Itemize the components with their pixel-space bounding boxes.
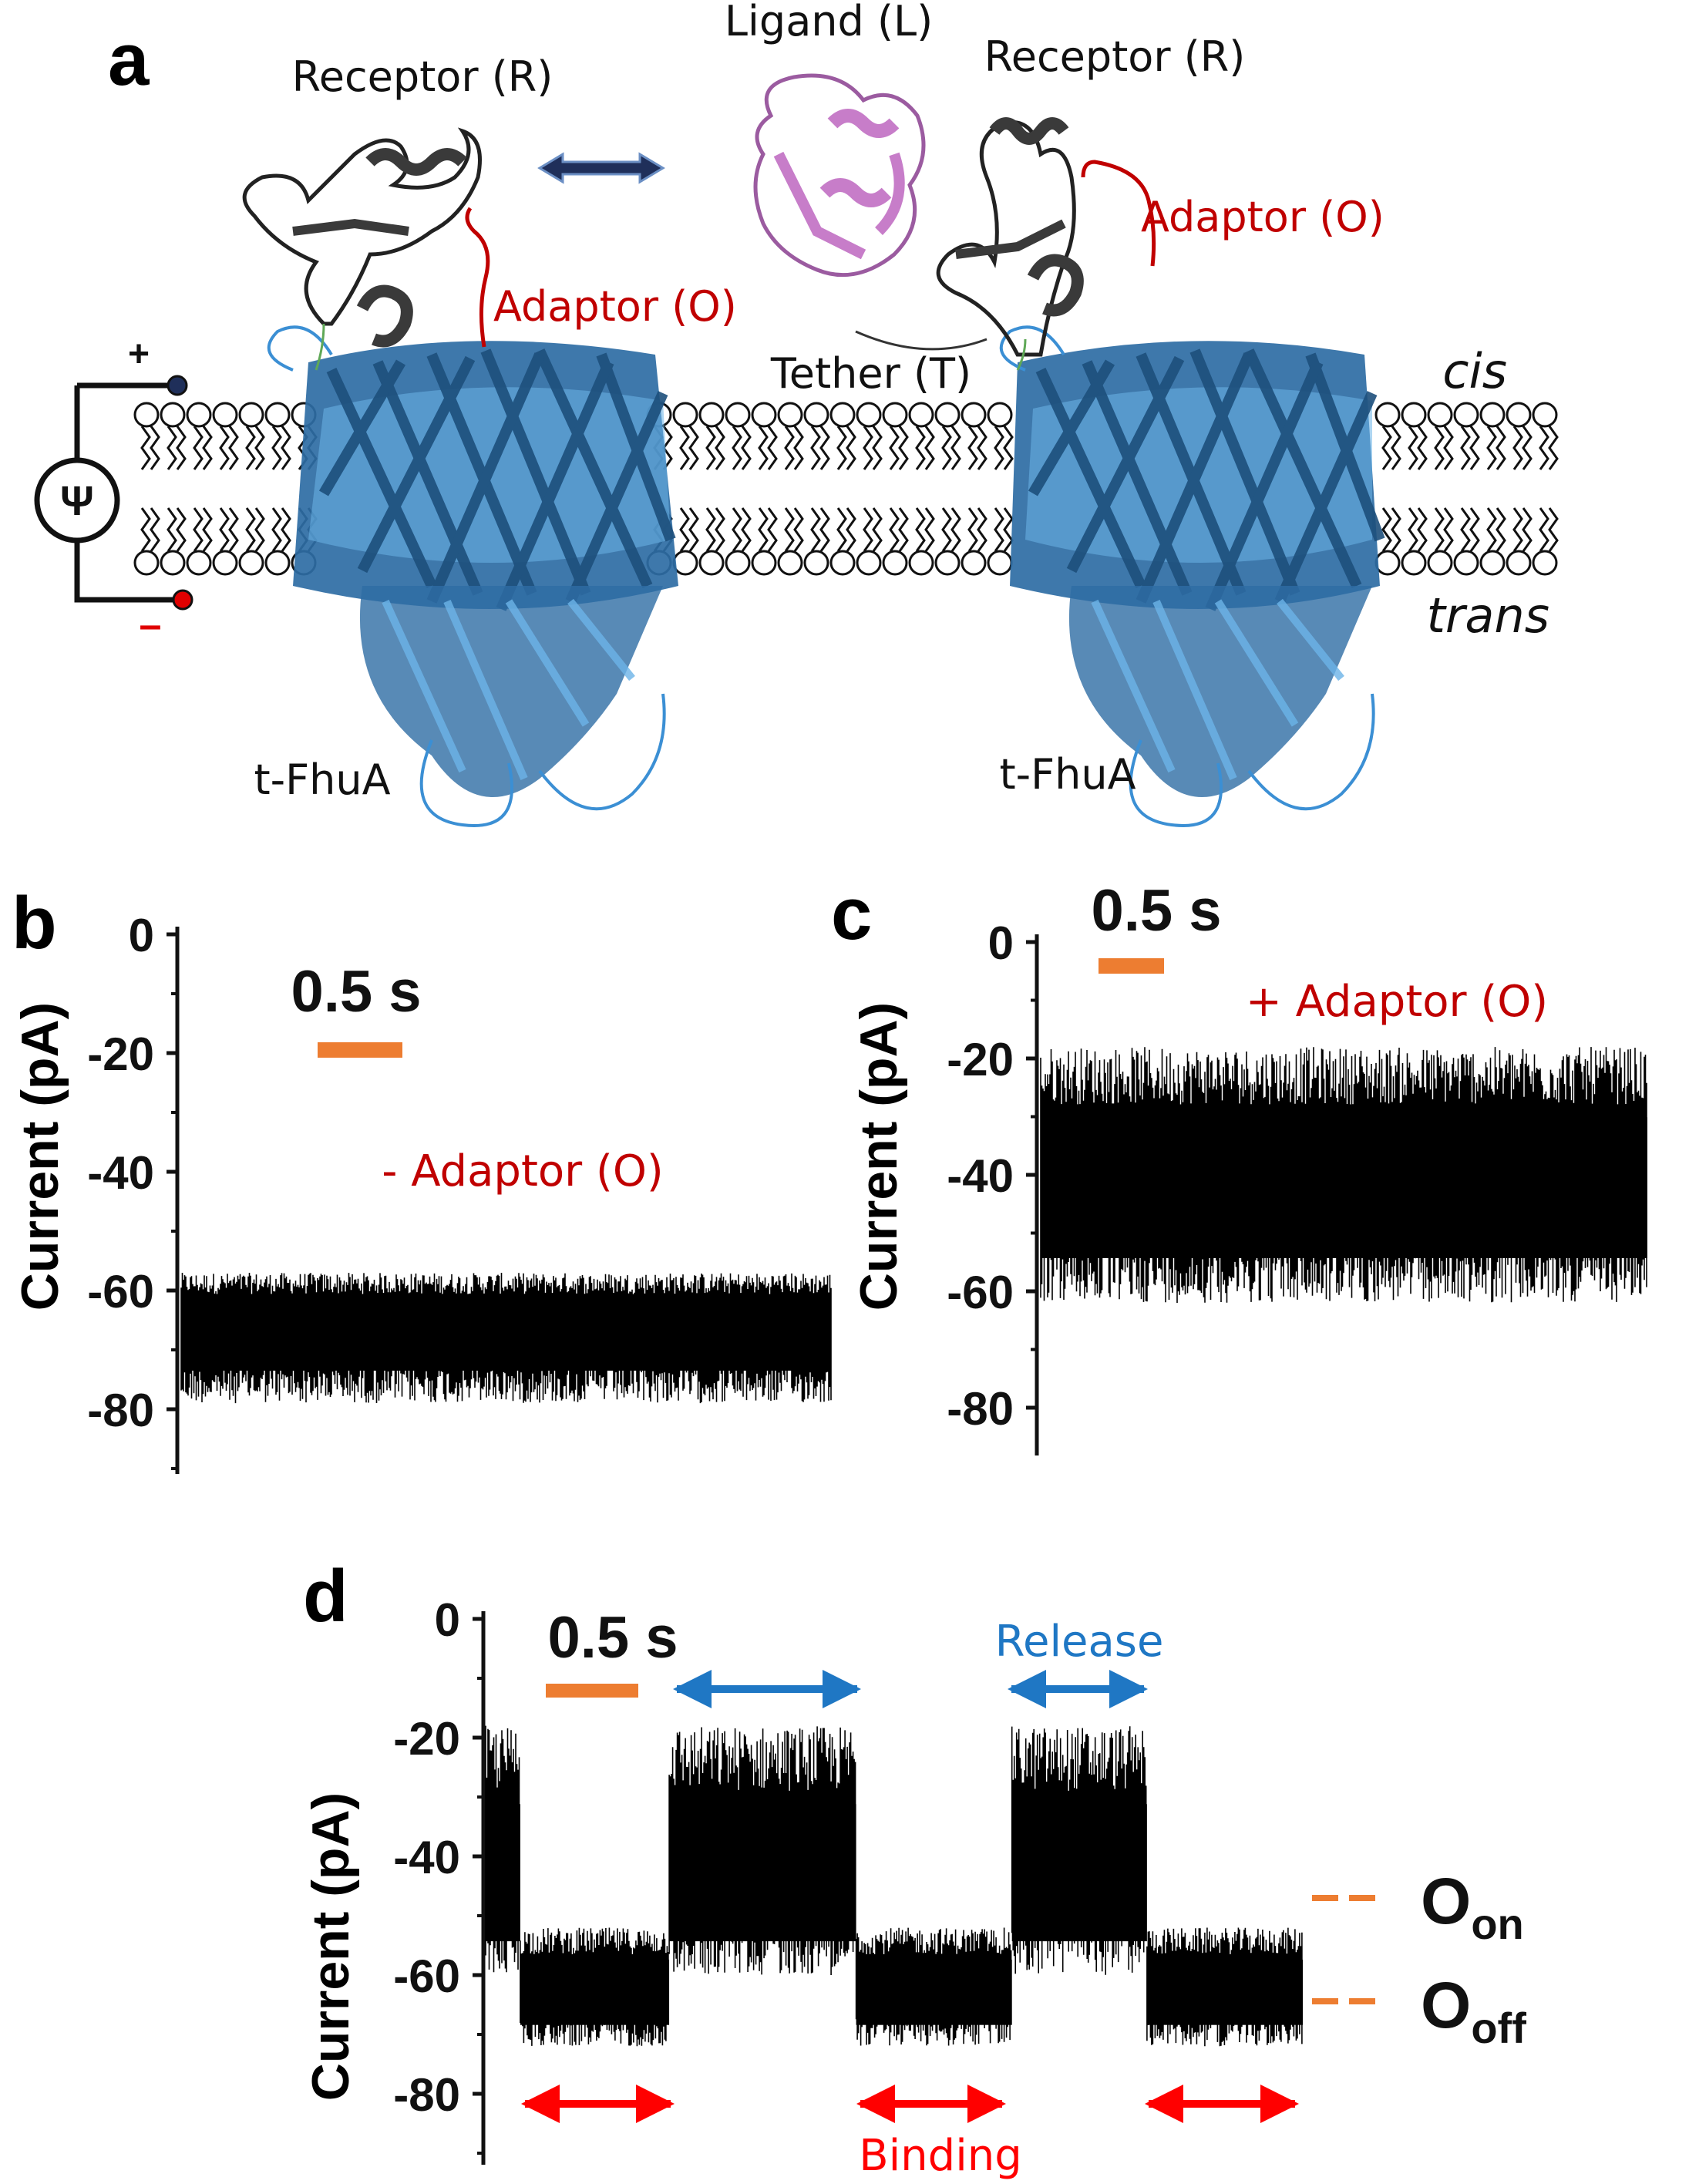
t-fhua-pore-right (999, 325, 1385, 827)
label-trans: trans (1427, 587, 1549, 644)
label-receptor-right: Receptor (R) (984, 32, 1246, 81)
y-axis-b: 0 -20 -40 -60 -80 (87, 910, 180, 1474)
y-tick-label-c: 0 (988, 917, 1014, 969)
t-fhua-pore-left (267, 325, 678, 827)
current-trace-d (485, 1725, 1303, 2047)
panel-label-a: a (108, 19, 150, 101)
tether-linker (855, 330, 987, 351)
panel-label-d: d (303, 1555, 348, 1637)
psi-symbol: Ψ (60, 478, 94, 524)
binding-label: Binding (859, 2131, 1022, 2181)
double-arrow (537, 152, 665, 184)
y-tick-label-c: -80 (947, 1383, 1014, 1435)
y-tick-label-d: -60 (393, 1950, 460, 2002)
plus-sign: + (128, 334, 150, 375)
label-receptor-left: Receptor (R) (292, 52, 553, 101)
y-tick-label-c: -20 (947, 1034, 1014, 1085)
voltage-source-circle (34, 457, 120, 543)
label-adaptor-left: Adaptor (O) (493, 282, 737, 331)
y-tick-label-b: -60 (87, 1266, 154, 1317)
trace-band-on (486, 1804, 520, 1942)
y-tick-label-c: -40 (947, 1150, 1014, 1202)
label-tether: Tether (T) (770, 349, 971, 398)
scale-label-d: 0.5 s (547, 1605, 678, 1671)
label-adaptor-right: Adaptor (O) (1141, 193, 1385, 241)
y-tick-label-b: -80 (87, 1385, 154, 1436)
adaptor-right-strand (1081, 160, 1156, 267)
o-on-label: Oon (1421, 1865, 1524, 1948)
negative-electrode (172, 589, 193, 611)
y-axis-c: 0 -20 -40 -60 -80 (947, 917, 1039, 1455)
scale-label-b: 0.5 s (291, 959, 421, 1025)
release-label: Release (995, 1617, 1164, 1667)
annotation-b: - Adaptor (O) (382, 1146, 664, 1196)
y-axis-label-d: Current (pA) (301, 1792, 360, 2101)
panel-a: a (34, 0, 1559, 827)
trace-band-on (1011, 1804, 1147, 1942)
y-tick-label-b: 0 (129, 910, 154, 961)
current-trace-b (180, 1273, 832, 1404)
label-fhua-right: t-FhuA (999, 750, 1136, 799)
annotation-c: + Adaptor (O) (1246, 977, 1548, 1027)
current-trace-c (1040, 1047, 1647, 1303)
y-tick-label-c: -60 (947, 1267, 1014, 1318)
y-tick-label-b: -20 (87, 1028, 154, 1080)
panel-label-c: c (831, 873, 872, 955)
positive-electrode (167, 375, 188, 396)
label-ligand: Ligand (L) (725, 0, 933, 45)
trace-band-off (1146, 1959, 1303, 2025)
y-tick-label-d: -80 (393, 2069, 460, 2121)
label-fhua-left: t-FhuA (254, 755, 390, 804)
trace-band-off (856, 1959, 1012, 2025)
receptor-right (936, 117, 1084, 371)
y-tick-label-b: -40 (87, 1147, 154, 1199)
receptor-left (242, 127, 482, 371)
y-axis-label-b: Current (pA) (11, 1002, 69, 1311)
ligand (753, 73, 926, 278)
panel-d: d Current (pA) 0 -20 -40 -60 -80 0.5 s Relea… (301, 1555, 1526, 2181)
y-tick-label-d: -20 (393, 1713, 460, 1765)
y-axis-label-c: Current (pA) (850, 1002, 908, 1311)
label-cis: cis (1442, 343, 1507, 399)
panel-b: b Current (pA) 0 -20 -40 -60 -80 0.5 s - Ada… (11, 882, 832, 1474)
trace-band-off (520, 1959, 670, 2025)
adaptor-left-strand (465, 207, 490, 348)
voltage-circuit: Ψ + – (34, 334, 193, 648)
panel-c: c Current (pA) 0 -20 -40 -60 -80 0.5 s + Ada… (831, 873, 1647, 1455)
y-tick-label-d: 0 (435, 1594, 460, 1646)
trace-band-c (1041, 1117, 1647, 1258)
y-tick-label-d: -40 (393, 1832, 460, 1883)
panel-label-b: b (12, 882, 57, 964)
y-axis-d: 0 -20 -40 -60 -80 (393, 1594, 486, 2165)
o-off-label: Ooff (1421, 1969, 1526, 2052)
scale-label-c: 0.5 s (1091, 878, 1221, 944)
trace-band-on (669, 1804, 856, 1942)
trace-band-b (181, 1298, 831, 1371)
minus-sign: – (140, 603, 162, 648)
